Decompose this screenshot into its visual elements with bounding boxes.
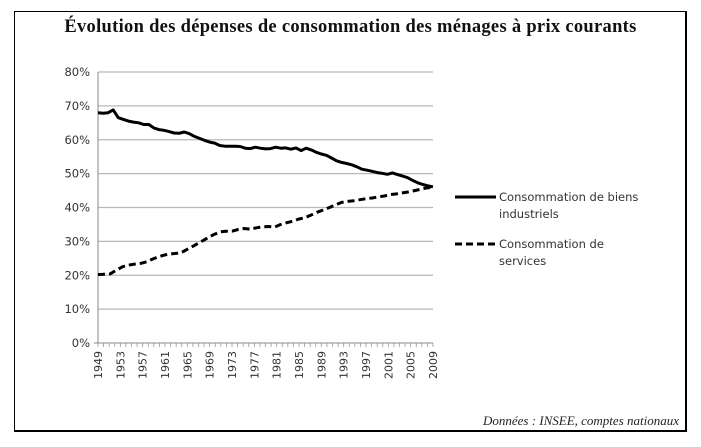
x-tick-label: 1997 (360, 351, 373, 379)
x-tick-label: 2001 (382, 351, 395, 379)
x-tick-label: 1977 (248, 351, 261, 379)
x-tick-label: 1981 (271, 351, 284, 379)
y-axis-ticks: 0% 10% 20% 30% 40% 50% 60% 70% 80% (64, 65, 90, 350)
legend-label: services (499, 254, 546, 268)
chart-frame (14, 11, 687, 432)
x-tick-label: 1953 (114, 351, 127, 379)
gridlines (98, 71, 433, 310)
legend-label: Consommation de biens (499, 190, 638, 204)
x-tick-label: 1961 (159, 351, 172, 379)
x-tick-label: 1957 (137, 351, 150, 379)
series-line-services (97, 185, 434, 277)
x-tick-label: 1965 (181, 351, 194, 379)
x-tick-label: 1973 (226, 351, 239, 379)
x-axis-ticks: 1949 1953 1957 1961 1965 1969 1973 1977 1981 1985… (92, 343, 440, 379)
x-tick-label: 2005 (405, 351, 418, 379)
series-lines (97, 108, 434, 277)
x-tick-label: 1993 (338, 351, 351, 379)
source-note: Données : INSEE, comptes nationaux (482, 413, 679, 428)
series-line-biens (97, 108, 434, 189)
y-tick-label: 70% (64, 99, 90, 113)
x-tick-label: 1985 (293, 351, 306, 379)
y-tick-label: 50% (64, 167, 90, 181)
legend-label: industriels (499, 207, 559, 221)
y-tick-label: 30% (64, 234, 90, 248)
legend-label: Consommation de (499, 237, 604, 251)
y-tick-label: 10% (64, 302, 90, 316)
x-tick-label: 1989 (315, 351, 328, 379)
y-tick-label: 0% (72, 336, 90, 350)
y-tick-label: 60% (64, 133, 90, 147)
x-tick-label: 2009 (427, 351, 440, 379)
y-tick-label: 40% (64, 201, 90, 215)
x-tick-label: 1969 (204, 351, 217, 379)
legend: Consommation de biens industriels Consomma… (455, 190, 638, 268)
y-tick-label: 20% (64, 268, 90, 282)
chart-title: Évolution des dépenses de consommation d… (64, 17, 637, 37)
y-tick-label: 80% (64, 65, 90, 79)
axes (94, 72, 433, 344)
x-tick-label: 1949 (92, 351, 105, 379)
